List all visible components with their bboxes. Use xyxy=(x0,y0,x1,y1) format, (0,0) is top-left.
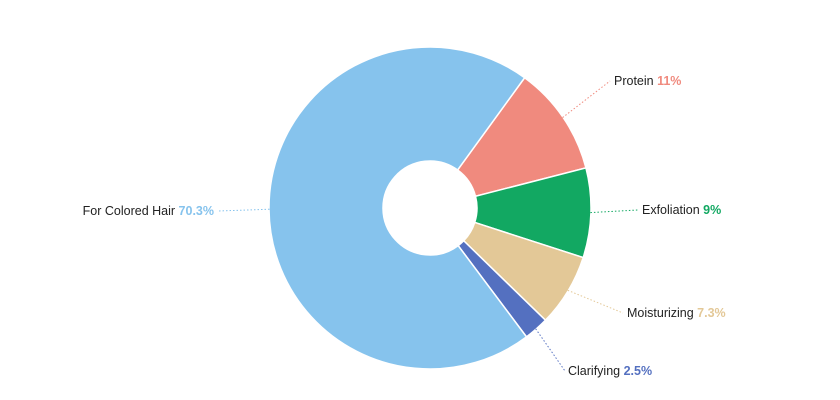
leader-line-exfoliation xyxy=(586,209,639,214)
slice-label-name: For Colored Hair xyxy=(83,204,179,218)
slice-label-clarifying: Clarifying 2.5% xyxy=(568,364,652,378)
slice-label-name: Protein xyxy=(614,74,657,88)
slice-label-name: Clarifying xyxy=(568,364,624,378)
slice-label-protein: Protein 11% xyxy=(614,74,681,88)
leader-line-protein xyxy=(559,80,611,121)
slice-label-value: 2.5% xyxy=(624,364,653,378)
leader-line-for-colored-hair xyxy=(217,208,274,212)
slice-label-value: 11% xyxy=(657,74,681,88)
slice-label-name: Exfoliation xyxy=(642,203,703,217)
slice-protein xyxy=(456,76,587,198)
slice-label-moisturizing: Moisturizing 7.3% xyxy=(627,306,726,320)
leader-line-clarifying xyxy=(533,325,566,372)
slice-for-colored-hair xyxy=(268,46,528,370)
slice-label-value: 7.3% xyxy=(697,306,726,320)
slices xyxy=(268,46,592,370)
leader-line-moisturizing xyxy=(564,288,624,314)
slice-label-value: 9% xyxy=(703,203,721,217)
slice-labels: Protein 11% Exfoliation 9% Moisturizing 7.… xyxy=(83,74,726,378)
slice-label-name: Moisturizing xyxy=(627,306,697,320)
leader-lines xyxy=(217,80,639,372)
slice-label-for-colored-hair: For Colored Hair 70.3% xyxy=(83,204,214,218)
slice-label-exfoliation: Exfoliation 9% xyxy=(642,203,721,217)
slice-label-value: 70.3% xyxy=(179,204,214,218)
